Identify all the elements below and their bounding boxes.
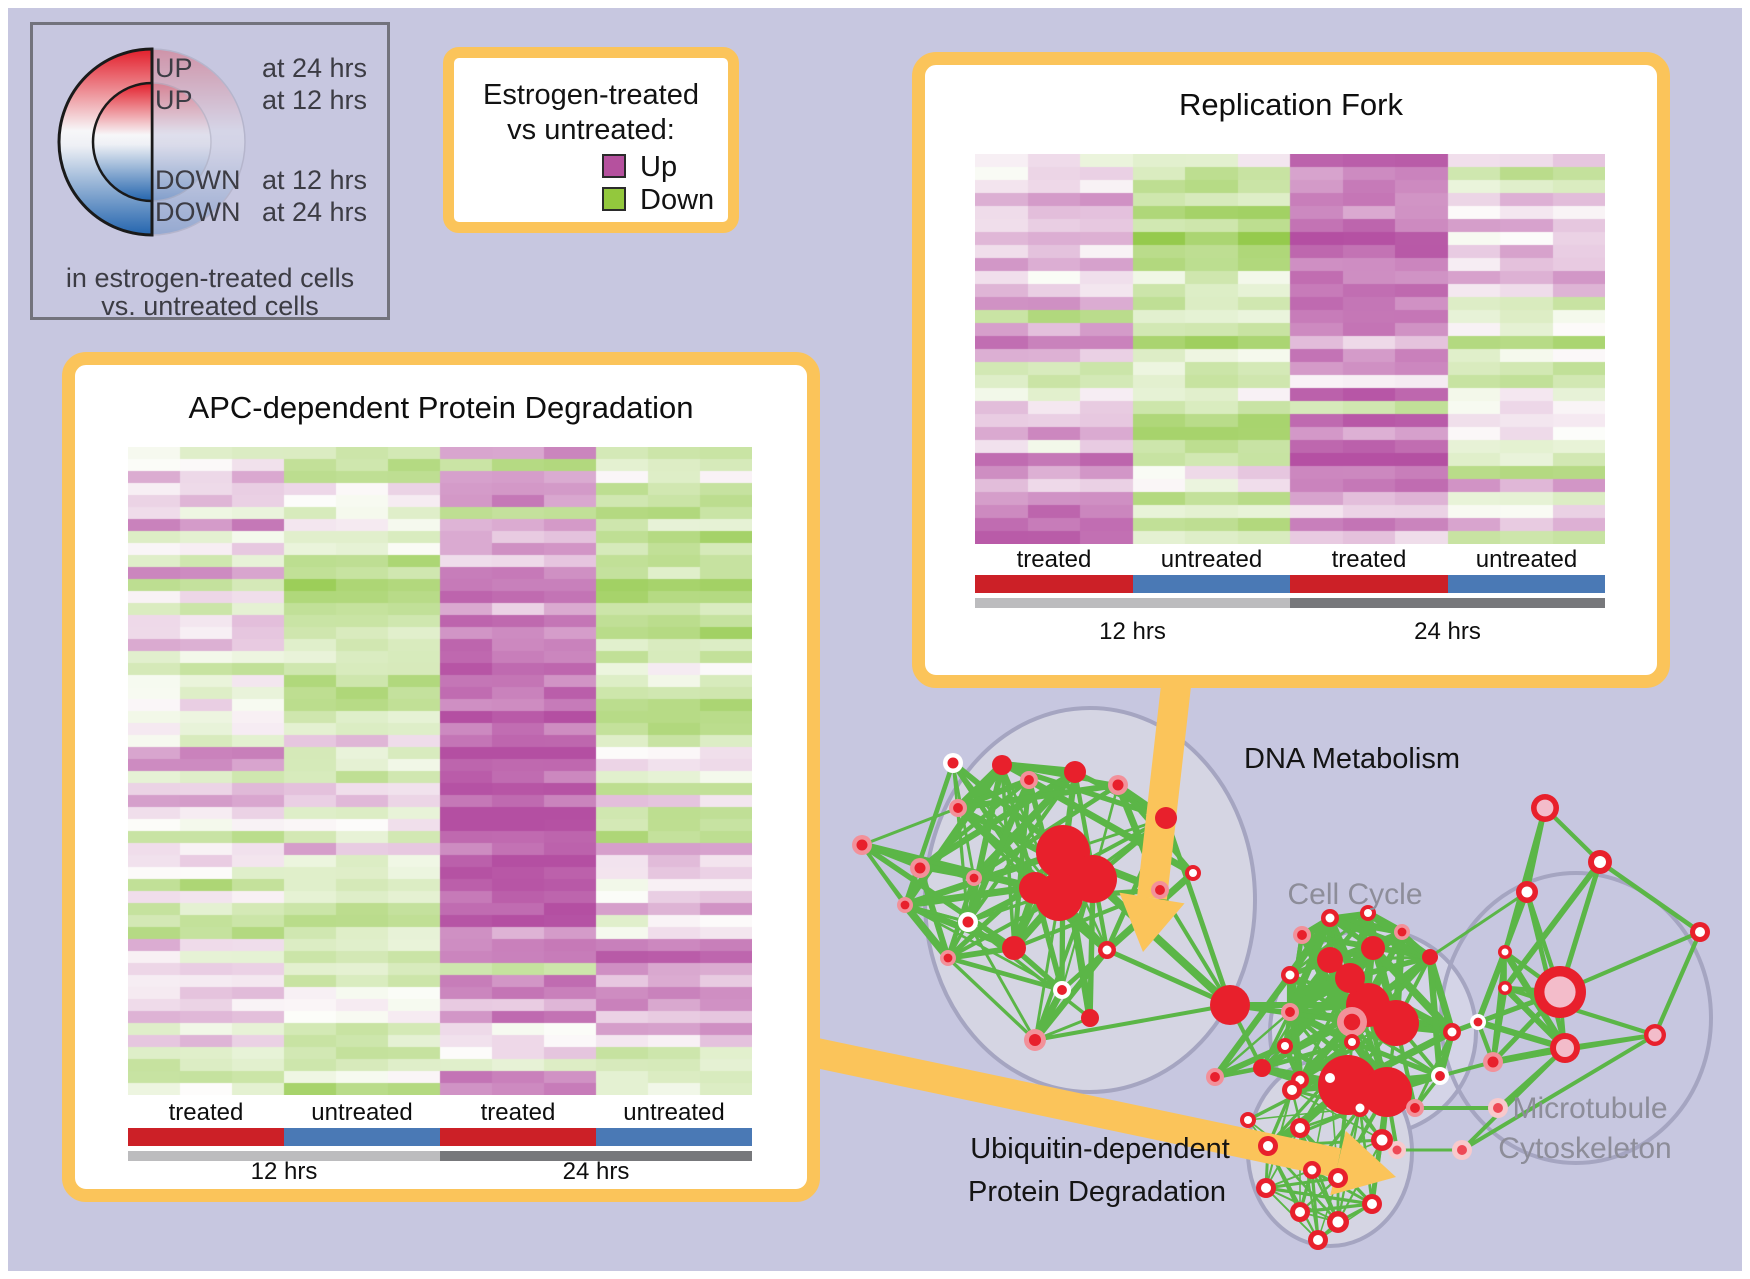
rf-12hr-label: 12 hrs bbox=[1099, 618, 1166, 645]
updown-legend-title-line1: Estrogen-treated bbox=[482, 79, 699, 111]
ratio-line: DOWN at 12 hrs bbox=[33, 165, 387, 195]
apc-heatmap bbox=[128, 447, 752, 1095]
down-label: Down bbox=[640, 184, 715, 216]
ratio-line: DOWN at 24 hrs bbox=[33, 197, 387, 227]
replication-fork-panel: Replication Fork treated untreated treat… bbox=[912, 52, 1670, 688]
ratio-time: at 12 hrs bbox=[261, 85, 367, 115]
replication-fork-heatmap bbox=[975, 154, 1605, 544]
ratio-direction: UP bbox=[155, 85, 193, 115]
ratio-direction: UP bbox=[155, 53, 193, 83]
ratio-direction: DOWN bbox=[155, 197, 241, 227]
apc-treated-bar bbox=[440, 1128, 596, 1146]
rf-treated-bar bbox=[975, 575, 1133, 593]
apc-panel: APC-dependent Protein Degradation treate… bbox=[62, 352, 820, 1202]
ratio-footer-line2: vs. untreated cells bbox=[101, 291, 319, 321]
updown-legend-title-line2: vs untreated: bbox=[507, 114, 675, 146]
ratio-line: UP at 24 hrs bbox=[33, 53, 387, 83]
ubiquitin-label-line1: Ubiquitin-dependent bbox=[970, 1133, 1230, 1165]
ratio-gradient-rings bbox=[57, 47, 246, 237]
rf-untreated-bar bbox=[1133, 575, 1290, 593]
rf-12hr-bar bbox=[975, 598, 1290, 608]
ratio-time: at 12 hrs bbox=[261, 165, 367, 195]
replication-fork-title: Replication Fork bbox=[1179, 87, 1403, 122]
up-label: Up bbox=[640, 151, 678, 183]
apc-24hr-bar bbox=[440, 1151, 752, 1161]
ratio-line: UP at 12 hrs bbox=[33, 85, 387, 115]
apc-untreated-bar bbox=[284, 1128, 440, 1146]
ratio-time: at 24 hrs bbox=[261, 53, 367, 83]
apc-group-label: untreated bbox=[311, 1099, 413, 1126]
apc-title: APC-dependent Protein Degradation bbox=[188, 390, 694, 425]
apc-12hr-bar bbox=[128, 1151, 440, 1161]
cell-cycle-label: Cell Cycle bbox=[1287, 878, 1423, 911]
apc-group-label: treated bbox=[168, 1099, 244, 1126]
apc-untreated-bar bbox=[596, 1128, 752, 1146]
rf-24hr-label: 24 hrs bbox=[1414, 618, 1481, 645]
rf-treated-bar bbox=[1290, 575, 1448, 593]
rf-group-label: untreated bbox=[1475, 546, 1578, 573]
apc-12hr-label: 12 hrs bbox=[250, 1158, 318, 1185]
microtubule-label-line2: Cytoskeleton bbox=[1498, 1132, 1672, 1165]
rf-group-label: treated bbox=[1016, 546, 1092, 573]
ratio-direction: DOWN bbox=[155, 165, 241, 195]
rf-group-label: untreated bbox=[1160, 546, 1263, 573]
updown-legend-box: Estrogen-treated vs untreated: Up Down bbox=[443, 47, 739, 233]
up-color-swatch bbox=[602, 154, 626, 178]
rf-untreated-bar bbox=[1448, 575, 1605, 593]
ratio-legend-box: UP at 24 hrs UP at 12 hrs DOWN at 12 hrs… bbox=[30, 22, 390, 321]
ratio-time: at 24 hrs bbox=[261, 197, 367, 227]
microtubule-label-line1: Microtubule bbox=[1512, 1092, 1668, 1125]
rf-group-label: treated bbox=[1331, 546, 1407, 573]
down-color-swatch bbox=[602, 187, 626, 211]
dna-metabolism-label: DNA Metabolism bbox=[1244, 743, 1460, 775]
ratio-footer-line1: in estrogen-treated cells bbox=[65, 263, 355, 293]
ubiquitin-label-line2: Protein Degradation bbox=[968, 1176, 1226, 1208]
apc-treated-bar bbox=[128, 1128, 284, 1146]
apc-24hr-label: 24 hrs bbox=[562, 1158, 630, 1185]
apc-group-label: treated bbox=[480, 1099, 556, 1126]
apc-group-label: untreated bbox=[623, 1099, 725, 1126]
rf-24hr-bar bbox=[1290, 598, 1605, 608]
